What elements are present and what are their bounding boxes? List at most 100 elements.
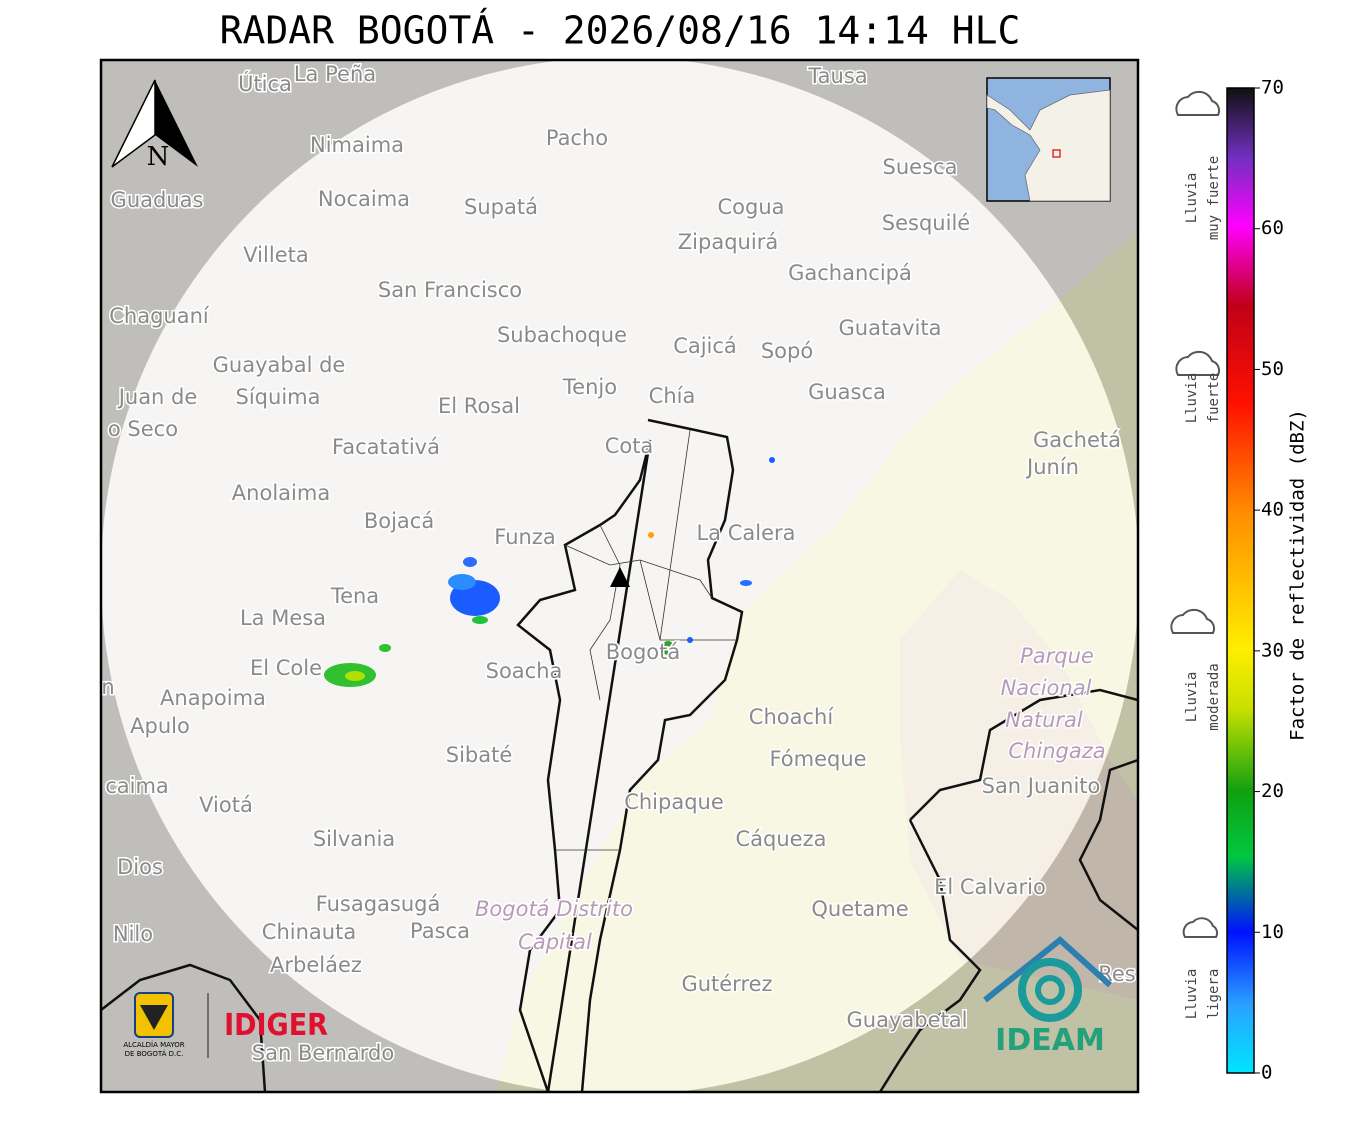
place-label: Útica bbox=[238, 71, 292, 96]
place-label: Junín bbox=[1025, 455, 1079, 479]
alcaldia-text: ALCALDÍA MAYOR bbox=[123, 1040, 184, 1049]
inset-map bbox=[986, 77, 1111, 202]
colorbar-label: Factor de reflectividad (dBZ) bbox=[1287, 409, 1309, 741]
place-label: San Francisco bbox=[378, 278, 522, 302]
place-label: Pasca bbox=[410, 919, 470, 943]
place-labels: Útica La Peña Tausa Pacho Nimaima Suesca Guadu… bbox=[101, 61, 1137, 1067]
place-label: Chaguaní bbox=[109, 304, 210, 328]
place-label: Gutérrez bbox=[681, 972, 772, 996]
idiger-logo: IDIGER bbox=[224, 1008, 328, 1043]
colorbar-tick-label: 40 bbox=[1261, 499, 1284, 521]
colorbar-tick-label: 0 bbox=[1261, 1062, 1272, 1084]
place-label: Cáqueza bbox=[736, 827, 827, 851]
place-label: Natural bbox=[1005, 708, 1083, 732]
place-label: La Calera bbox=[696, 521, 795, 545]
place-label: Funza bbox=[494, 525, 555, 549]
map-body: Útica La Peña Tausa Pacho Nimaima Suesca Guadu… bbox=[101, 60, 1138, 1092]
department-boundary bbox=[878, 688, 1138, 1092]
place-label: Tena bbox=[330, 584, 379, 608]
place-label: Dios bbox=[117, 855, 163, 879]
department-boundary-sw bbox=[101, 963, 267, 1092]
place-label: Fómeque bbox=[769, 747, 866, 771]
place-label: Gachetá bbox=[1033, 428, 1121, 452]
ideam-logo: IDEAM bbox=[995, 1023, 1105, 1058]
place-label: Cota bbox=[605, 434, 654, 458]
colorbar bbox=[1226, 87, 1255, 1074]
place-label: Suesca bbox=[883, 155, 958, 179]
place-label: Zipaquirá bbox=[678, 230, 778, 254]
place-label: Chía bbox=[649, 384, 696, 408]
colorbar-tick-label: 60 bbox=[1261, 217, 1284, 239]
place-label: La Mesa bbox=[240, 606, 326, 630]
colorbar-tick-label: 10 bbox=[1261, 921, 1284, 943]
localities bbox=[555, 429, 737, 851]
colorbar-tick-label: 20 bbox=[1261, 780, 1284, 802]
legend-label: Lluvia bbox=[1184, 173, 1200, 224]
place-label: San Juanito bbox=[982, 774, 1101, 798]
boundaries bbox=[101, 418, 1138, 1092]
place-label: Anapoima bbox=[160, 686, 266, 710]
place-label: Guatavita bbox=[839, 316, 942, 340]
legend-label: fuerte bbox=[1206, 373, 1222, 424]
north-arrow: N bbox=[111, 79, 198, 172]
place-label: Anolaima bbox=[232, 481, 330, 505]
place-label: Cajicá bbox=[673, 334, 737, 358]
place-label: Nacional bbox=[1001, 676, 1092, 700]
place-label: El Rosal bbox=[438, 394, 520, 418]
icon-cloud bbox=[1175, 90, 1221, 116]
radar-site bbox=[610, 567, 630, 587]
place-label: o Seco bbox=[108, 417, 178, 441]
place-label: Pacho bbox=[546, 126, 608, 150]
place-label: Arbeláez bbox=[270, 953, 362, 977]
place-label: Chingaza bbox=[1008, 739, 1105, 763]
icon-cloud bbox=[1175, 350, 1221, 376]
colorbar-tick-label: 70 bbox=[1261, 77, 1284, 99]
legend-label: Lluvia bbox=[1184, 969, 1200, 1020]
colorbar-axis: 0 10 20 30 40 50 60 70 bbox=[1254, 77, 1284, 1084]
place-label: Quetame bbox=[811, 897, 908, 921]
place-label: Apulo bbox=[130, 714, 190, 738]
colorbar-tick-label: 50 bbox=[1261, 358, 1284, 380]
icon-cloud bbox=[1182, 917, 1219, 938]
place-label: San Bernardo bbox=[252, 1041, 394, 1065]
place-label: Guayabal de bbox=[213, 353, 346, 377]
legend-label: Lluvia bbox=[1184, 672, 1200, 723]
place-label: Sibaté bbox=[446, 743, 513, 767]
place-label: Facatativá bbox=[332, 435, 440, 459]
place-label: Tenjo bbox=[562, 375, 617, 399]
place-label: Sesquilé bbox=[882, 211, 970, 235]
place-label: Viotá bbox=[199, 793, 253, 817]
legend-label: ligera bbox=[1206, 969, 1222, 1020]
place-label: Bojacá bbox=[364, 509, 434, 533]
place-label: Fusagasugá bbox=[316, 892, 441, 916]
place-label: Nimaima bbox=[310, 133, 404, 157]
place-label: Tausa bbox=[807, 64, 867, 88]
title: RADAR BOGOTÁ - 2026/08/16 14:14 HLC bbox=[220, 9, 1021, 53]
place-label: Bogotá Distrito bbox=[475, 897, 633, 921]
place-label: El Calvario bbox=[934, 875, 1046, 899]
place-label: Parque bbox=[1020, 644, 1094, 668]
legend-label: moderada bbox=[1206, 663, 1222, 730]
district-boundary bbox=[516, 418, 744, 1092]
place-label: Subachoque bbox=[497, 323, 627, 347]
map-frame bbox=[99, 58, 1140, 1094]
north-label: N bbox=[147, 142, 170, 172]
place-label: Síquima bbox=[236, 385, 321, 409]
place-label: Chinauta bbox=[262, 920, 356, 944]
logos: ALCALDÍA MAYOR DE BOGOTÁ D.C. IDIGER IDE… bbox=[123, 936, 1113, 1058]
place-label: Soacha bbox=[486, 659, 563, 683]
place-label: Guayabetal bbox=[847, 1008, 968, 1032]
place-label: Choachí bbox=[749, 705, 835, 729]
place-label: Cogua bbox=[717, 195, 784, 219]
radar-echoes bbox=[324, 457, 775, 687]
place-label: Nocaima bbox=[318, 187, 410, 211]
place-label: Silvania bbox=[313, 827, 395, 851]
place-label: El Cole bbox=[250, 656, 322, 680]
place-label: Chipaque bbox=[624, 790, 724, 814]
place-label: Bogotá bbox=[606, 640, 681, 664]
alcaldia-text: DE BOGOTÁ D.C. bbox=[125, 1049, 184, 1058]
legend-label: muy fuerte bbox=[1206, 156, 1222, 240]
place-label: Nilo bbox=[113, 922, 153, 946]
